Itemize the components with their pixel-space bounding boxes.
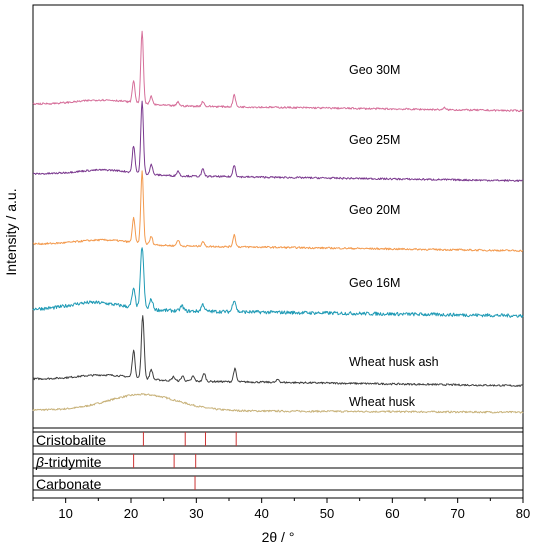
series-line-geo-30m — [32, 30, 524, 113]
reference-label: β-tridymite — [35, 454, 102, 470]
series-line-geo-16m — [32, 247, 524, 318]
x-axis: 10 20 30 40 50 60 70 80 — [32, 428, 530, 521]
plot-frame — [32, 4, 524, 429]
series-labels: Wheat husk Wheat husk ash Geo 16M Geo 20M Ge… — [349, 63, 439, 409]
x-tick-label: 40 — [254, 506, 268, 521]
series-line-geo-20m — [32, 170, 524, 253]
x-tick-label: 60 — [385, 506, 399, 521]
series-label-wheat-husk: Wheat husk — [349, 395, 416, 409]
x-tick-label: 80 — [516, 506, 530, 521]
reference-patterns: Cristobalite β-tridymite Carbonate — [33, 431, 523, 492]
series-label-geo-30m: Geo 30M — [349, 63, 400, 77]
series-layer — [32, 30, 524, 414]
x-axis-label: 2θ / ° — [262, 529, 295, 545]
y-axis-label: Intensity / a.u. — [3, 188, 19, 275]
series-line-wheat-husk-ash — [32, 315, 524, 387]
x-tick-label: 50 — [320, 506, 334, 521]
x-tick-label: 20 — [124, 506, 138, 521]
reference-label: Carbonate — [36, 476, 102, 492]
series-label-wheat-husk-ash: Wheat husk ash — [349, 355, 439, 369]
x-tick-label: 70 — [450, 506, 464, 521]
series-label-geo-25m: Geo 25M — [349, 133, 400, 147]
x-tick-label: 10 — [58, 506, 72, 521]
reference-label: Cristobalite — [36, 432, 106, 448]
series-label-geo-20m: Geo 20M — [349, 203, 400, 217]
series-line-wheat-husk — [32, 393, 524, 414]
series-label-geo-16m: Geo 16M — [349, 276, 400, 290]
series-line-geo-25m — [32, 100, 524, 182]
x-tick-label: 30 — [189, 506, 203, 521]
